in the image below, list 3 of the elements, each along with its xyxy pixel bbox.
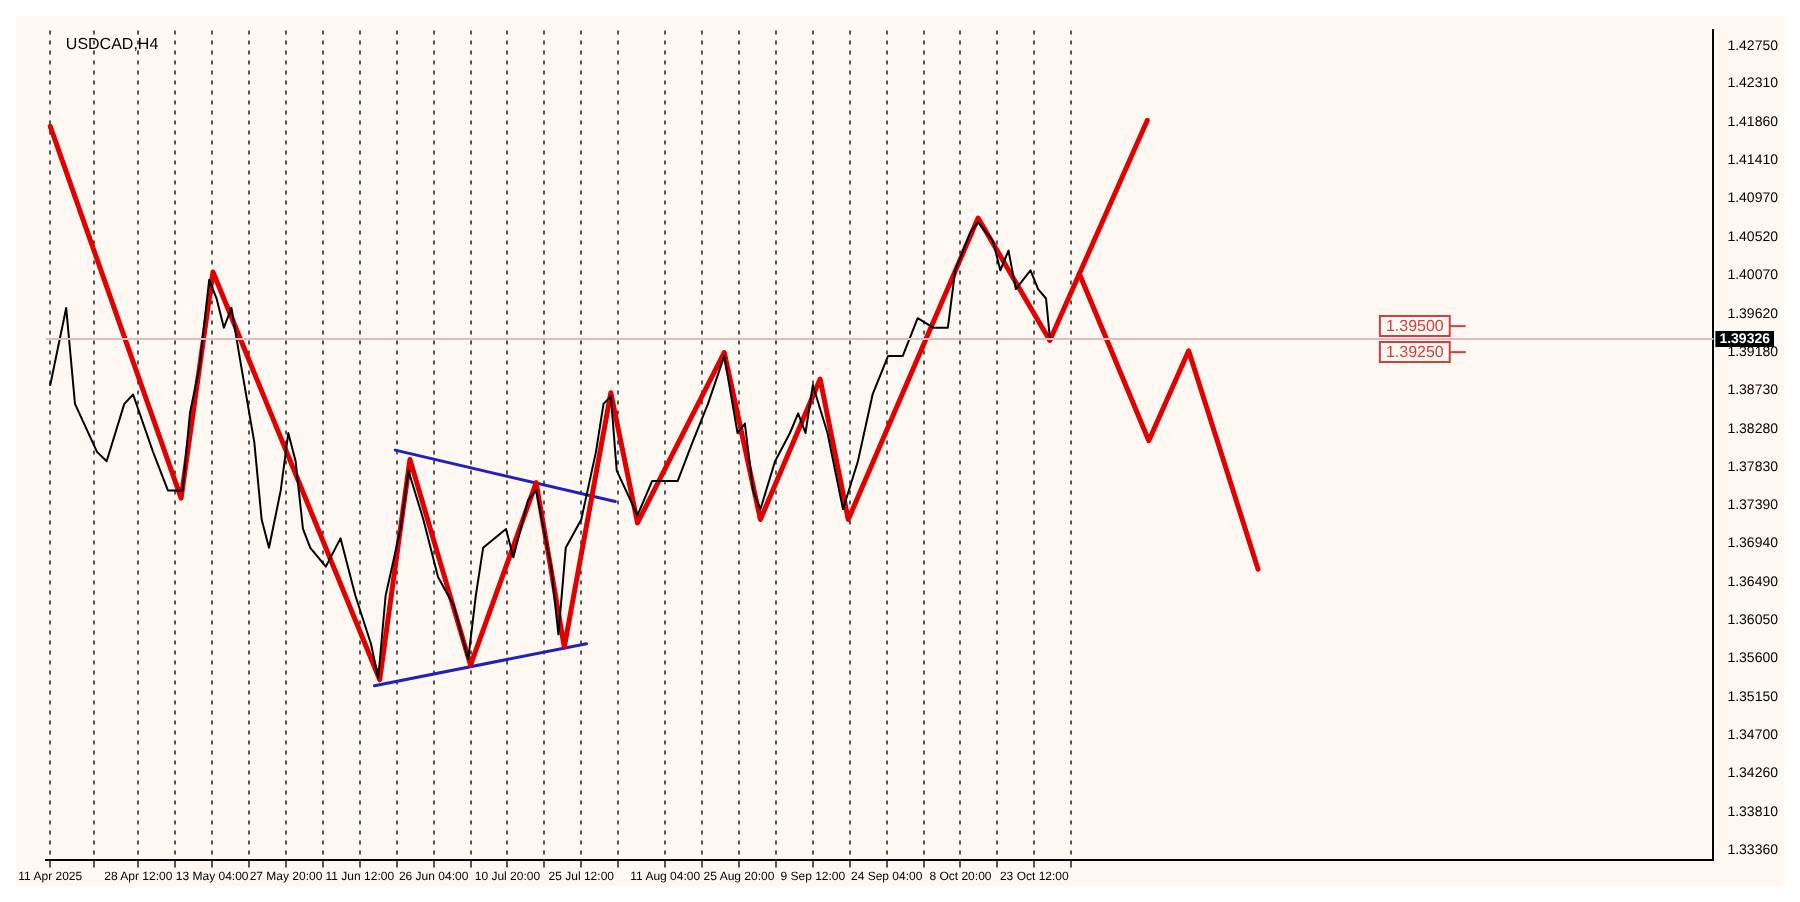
chart-title: USDCAD,H4 [65, 34, 160, 53]
annotation: 1.39250 [1385, 342, 1445, 361]
annotation: 1.39500 [1385, 316, 1445, 335]
